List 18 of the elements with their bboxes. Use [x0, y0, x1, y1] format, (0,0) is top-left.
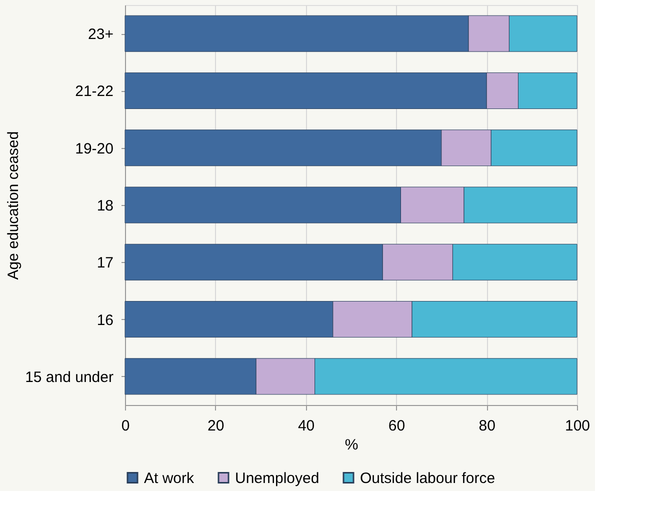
x-tick-label: 60: [388, 418, 406, 434]
x-tick-label: 40: [298, 418, 315, 434]
x-tick-label: 80: [478, 418, 496, 434]
x-tick-label: 20: [208, 418, 224, 434]
legend-label: Outside labour force: [360, 470, 496, 487]
legend-label: Unemployed: [235, 470, 320, 487]
y-tick-label: 21-22: [75, 83, 114, 100]
y-tick-label: 16: [96, 312, 114, 329]
x-tick-label: 0: [121, 418, 130, 434]
x-tick-label: 100: [564, 418, 590, 434]
y-tick-label: 15 and under: [25, 368, 114, 386]
legend-label: At work: [144, 470, 195, 487]
y-tick-label: 23+: [88, 26, 114, 44]
y-tick-label: 18: [96, 198, 114, 214]
y-axis-title: Age education ceased: [5, 131, 22, 280]
y-tick-label: 19-20: [75, 140, 114, 158]
x-axis-title: %: [344, 436, 358, 454]
y-tick-label: 17: [96, 254, 114, 272]
